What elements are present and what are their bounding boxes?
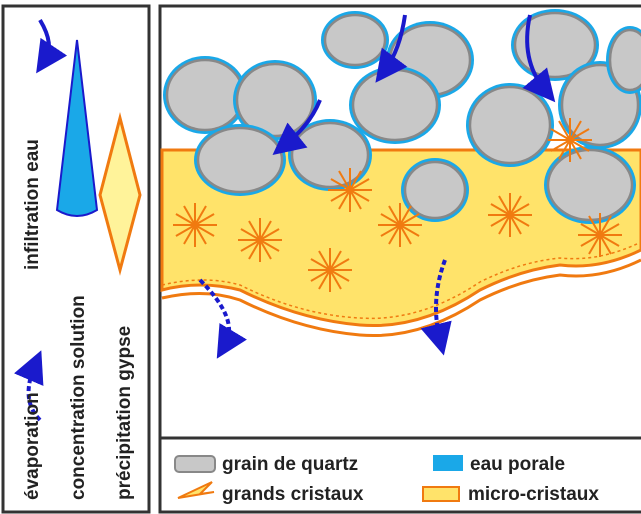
legend-micro-crystals: micro-cristaux [468,484,599,505]
evaporation-label: évaporation [22,392,43,500]
precipitation-label: précipitation gypse [114,326,135,500]
quartz-grain [353,70,437,140]
quartz-grain [198,128,282,192]
precipitation-diamond [100,118,140,270]
legend-quartz-swatch [175,456,215,472]
evaporation-arrow [200,280,229,345]
quartz-grain [610,30,641,90]
concentration-wedge [57,40,97,216]
quartz-grain [548,150,632,220]
legend-crystal-swatch [178,482,214,498]
infiltration-arrow [40,20,49,60]
quartz-grain [405,162,465,218]
legend-water-swatch [433,455,463,471]
quartz-grain [325,15,385,65]
quartz-grain [167,60,243,130]
legend-large-crystals: grands cristaux [222,484,364,505]
legend-water: eau porale [470,454,565,475]
legend-micro-swatch [423,487,459,501]
infiltration-label: infiltration eau [22,139,43,270]
legend-quartz: grain de quartz [222,454,358,475]
concentration-label: concentration solution [68,295,89,500]
diagram: infiltration eau évaporation concentrati… [0,0,641,514]
quartz-grain [470,87,550,163]
